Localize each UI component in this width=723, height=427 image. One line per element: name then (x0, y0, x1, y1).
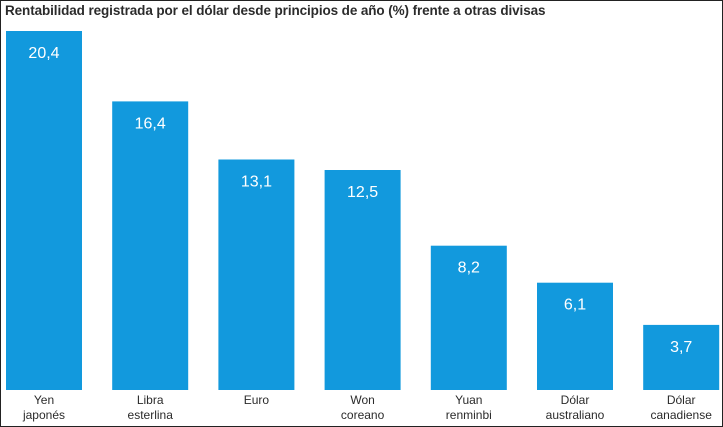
bar-7 (643, 324, 720, 390)
bar-2 (112, 101, 189, 391)
bar-value-label: 8,2 (458, 260, 480, 277)
category-label-line: Libra (137, 393, 164, 407)
category-label-line: Yuan (455, 393, 482, 407)
bar-1 (6, 31, 82, 390)
category-label: Yuan renminbi (446, 393, 492, 422)
category-label: Euro (244, 393, 270, 407)
category-label: Dólar australiano (546, 393, 605, 422)
bar-3 (218, 159, 295, 390)
bar-4 (324, 170, 401, 390)
category-label-line: esterlina (128, 408, 174, 422)
category-label-line: Yen (34, 393, 54, 407)
category-label: Won coreano (341, 393, 385, 422)
category-label-line: coreano (341, 408, 385, 422)
category-label-line: canadiense (651, 408, 713, 422)
bar-value-label: 16,4 (135, 115, 166, 132)
bar-6 (537, 282, 613, 390)
category-label-line: Dólar (561, 393, 590, 407)
category-label-line: Dólar (667, 393, 696, 407)
bar-value-label: 3,7 (670, 339, 692, 356)
category-label: Dólar canadiense (651, 393, 713, 422)
bar-5 (430, 245, 507, 390)
chart-title: Rentabilidad registrada por el dólar des… (5, 3, 546, 18)
category-label: Yen japonés (22, 393, 65, 422)
category-label: Libra esterlina (128, 393, 174, 422)
category-label-line: Won (350, 393, 374, 407)
bar-value-label: 6,1 (564, 297, 586, 314)
bar-value-label: 13,1 (241, 174, 272, 191)
category-label-line: renminbi (446, 408, 492, 422)
bar-value-label: 12,5 (347, 184, 378, 201)
category-label-line: Euro (244, 393, 270, 407)
category-label-line: australiano (546, 408, 605, 422)
category-label-line: japonés (22, 408, 65, 422)
bar-value-label: 20,4 (28, 45, 59, 62)
